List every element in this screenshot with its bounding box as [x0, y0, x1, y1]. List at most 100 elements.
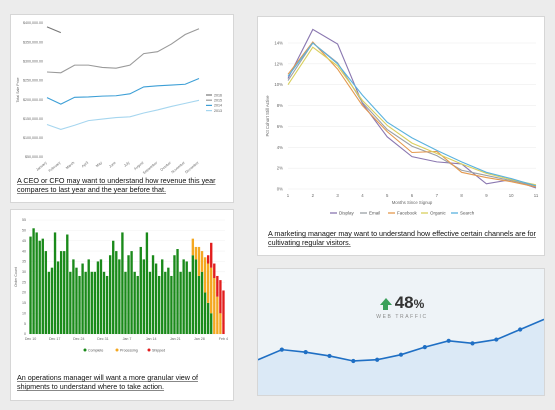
- bar-processing: [203, 257, 207, 293]
- x-tick-label: Jan 14: [146, 337, 157, 341]
- sparkline-point: [351, 358, 356, 364]
- cohort-chart-panel: 0% 2% 4% 6% 8% 10% 12% 14% 1 2 3 4 5 6 7 8 9 10 11 Months S…: [257, 16, 545, 256]
- bar-complete: [188, 271, 191, 334]
- sparkline-point: [398, 352, 404, 357]
- x-tick-label: July: [123, 161, 131, 168]
- bar-complete: [50, 267, 54, 334]
- x-tick-label: March: [65, 161, 75, 170]
- sparkline-area: [258, 319, 544, 395]
- bar-shipped: [206, 255, 210, 264]
- y-tick-label: 10%: [274, 82, 283, 87]
- bar-complete: [148, 271, 152, 334]
- bar-processing: [206, 263, 210, 303]
- series-line-organic: [287, 46, 537, 186]
- legend-swatch: [147, 348, 151, 352]
- y-tick-label: 12%: [274, 61, 283, 66]
- x-tick-label: 11: [534, 193, 539, 198]
- x-tick-label: 4: [361, 193, 364, 198]
- y-tick-label: $50,000.00: [25, 155, 43, 159]
- legend-label: 2015: [214, 99, 222, 103]
- bar-complete: [81, 263, 84, 334]
- traffic-unit: %: [413, 297, 425, 311]
- legend-label: Search: [460, 211, 475, 216]
- bar-complete: [136, 275, 139, 334]
- bar-complete: [179, 271, 182, 334]
- bar-complete: [102, 271, 106, 334]
- bar-processing: [197, 246, 201, 276]
- bar-complete: [93, 271, 97, 334]
- legend-label: Display: [339, 211, 355, 216]
- traffic-label: WEB TRAFFIC: [376, 314, 428, 320]
- bar-processing: [194, 246, 198, 260]
- bar-complete: [164, 271, 167, 334]
- up-arrow-icon: [379, 298, 392, 310]
- y-tick-label: 14%: [274, 41, 283, 46]
- bar-complete: [197, 275, 201, 334]
- x-tick-label: Jan 7: [123, 337, 132, 341]
- bar-complete: [121, 232, 124, 334]
- bar-shipped: [213, 263, 216, 279]
- bar-complete: [105, 275, 109, 334]
- bar-complete: [200, 271, 204, 334]
- bar-complete: [210, 313, 213, 334]
- bar-shipped: [210, 242, 213, 268]
- bar-complete: [69, 271, 72, 334]
- x-tick-label: 5: [386, 193, 389, 198]
- bar-processing: [210, 267, 213, 314]
- bar-shipped: [222, 290, 225, 334]
- sparkline-point: [327, 353, 332, 359]
- series-line-2015: [46, 28, 200, 74]
- bar-complete: [176, 249, 179, 334]
- bar-complete: [32, 228, 35, 334]
- bar-complete: [90, 271, 93, 334]
- bar-processing: [191, 238, 195, 256]
- x-tick-label: 1: [287, 193, 290, 198]
- bar-complete: [44, 251, 48, 334]
- legend-swatch: [115, 348, 119, 352]
- bar-complete: [118, 259, 121, 334]
- bar-processing: [216, 296, 219, 334]
- x-tick-label: Dec 24: [73, 337, 84, 341]
- series-line-email: [287, 42, 537, 187]
- legend-label: Complete: [88, 348, 103, 352]
- legend-label: 2016: [214, 93, 222, 97]
- bar-processing: [213, 278, 216, 334]
- y-tick-label: 4%: [277, 145, 283, 150]
- x-tick-label: February: [48, 161, 62, 173]
- legend-label: Organic: [430, 211, 447, 216]
- legend-swatch: [83, 348, 87, 352]
- bar-complete: [66, 234, 69, 334]
- bar-processing: [200, 251, 204, 272]
- y-tick-label: 35: [22, 260, 26, 264]
- x-tick-label: Feb 4: [219, 337, 228, 341]
- series-line-2014: [46, 78, 200, 105]
- bar-complete: [41, 238, 44, 334]
- bar-complete: [87, 259, 90, 334]
- bar-complete: [72, 259, 75, 334]
- bar-shipped: [216, 275, 219, 297]
- y-axis-label: Pct Cohort Still Active: [265, 95, 270, 137]
- y-tick-label: $150,000.00: [23, 117, 43, 121]
- bar-complete: [63, 251, 66, 334]
- y-axis-label: Total Sale Price: [16, 78, 20, 103]
- y-tick-label: 30: [22, 270, 26, 274]
- legend-label: 2013: [214, 109, 222, 113]
- x-tick-label: 3: [336, 193, 339, 198]
- bar-processing: [219, 313, 222, 334]
- y-tick-label: $300,000.00: [23, 59, 43, 63]
- sparkline-point: [375, 357, 380, 362]
- x-tick-label: 8: [460, 193, 463, 198]
- bar-complete: [191, 255, 195, 334]
- x-tick-label: October: [160, 160, 173, 172]
- legend-label: Email: [369, 211, 380, 216]
- bar-complete: [56, 261, 60, 334]
- bar-complete: [75, 267, 78, 334]
- bar-complete: [173, 255, 176, 334]
- y-tick-label: 0: [24, 332, 26, 336]
- bar-complete: [96, 261, 100, 334]
- bar-complete: [112, 240, 115, 334]
- sparkline-point: [470, 341, 475, 346]
- y-tick-label: $250,000.00: [23, 79, 43, 83]
- x-tick-label: December: [184, 160, 200, 174]
- sparkline-point: [518, 327, 523, 332]
